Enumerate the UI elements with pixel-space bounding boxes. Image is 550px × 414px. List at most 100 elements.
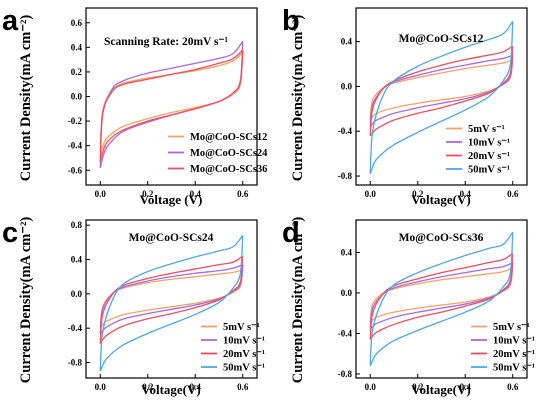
y-axis-label: Current Density(mA cm⁻²) (18, 15, 34, 182)
cv-curve-anodic (369, 45, 514, 136)
panel-letter: a (2, 5, 19, 37)
y-tick-label: -0.4 (338, 126, 353, 136)
cv-curve-cathodic (369, 232, 514, 367)
cv-curve-cathodic (369, 59, 514, 121)
plot-frame (355, 7, 528, 186)
legend: 5mV s⁻¹ 10mV s⁻¹ 20mV s⁻¹ 50mV s⁻¹ (201, 322, 265, 374)
y-tick-label: 0.4 (341, 247, 353, 257)
y-tick-label: -0.2 (68, 116, 83, 126)
x-tick-label: 0.0 (95, 382, 107, 392)
cv-curve-cathodic (369, 54, 514, 128)
cv-curve-anodic (369, 58, 513, 121)
cv-curve-anodic (99, 235, 244, 372)
x-tick-label: 0.4 (190, 189, 202, 199)
chart-title: Mo@CoO-SCs24 (129, 232, 214, 244)
legend-label: 5mV s⁻¹ (493, 322, 530, 333)
legend-label: 20mV s⁻¹ (468, 151, 510, 162)
legend-label: Mo@CoO-SCs12 (190, 132, 267, 143)
chart-title: Mo@CoO-SCs36 (399, 232, 484, 244)
x-tick-label: 0.2 (412, 189, 424, 199)
y-tick-label: -0.4 (68, 141, 83, 151)
x-tick-label: 0.2 (142, 189, 154, 199)
y-axis-label: Current Density(mA cm⁻²) (290, 217, 306, 384)
y-tick-label: -0.4 (68, 323, 83, 333)
cv-curve-cathodic (369, 46, 514, 137)
panel-letter: c (2, 217, 18, 249)
plot-frame (85, 219, 258, 379)
y-tick-label: 0.0 (71, 92, 83, 102)
cv-curve-cathodic (99, 264, 244, 335)
y-axis-label: Current Density(mA cm⁻²) (290, 15, 306, 182)
curves (369, 21, 514, 175)
cv-curve-anodic (369, 252, 514, 340)
cv-curve-cathodic (99, 235, 244, 372)
cv-curve-cathodic (99, 269, 244, 329)
x-tick-label: 0.6 (507, 189, 519, 199)
x-tick-label: 0.0 (365, 189, 377, 199)
legend-label: Mo@CoO-SCs36 (190, 164, 267, 175)
panel-c: 0.0 0.2 0.4 0.6 -0.8 -0.4 0.0 0.4 0.8 c Mo@CoO-SCs… (2, 217, 265, 397)
x-tick-label: 0.6 (237, 382, 249, 392)
y-tick-label: 0.6 (71, 18, 83, 28)
chart-title: Scanning Rate: 20mV s⁻¹ (104, 36, 228, 48)
x-tick-label: 0.0 (365, 382, 377, 392)
x-tick-label: 0.6 (507, 382, 519, 392)
legend-label: 20mV s⁻¹ (493, 349, 535, 360)
y-tick-label: 0.4 (341, 37, 353, 47)
cv-curve-anodic (99, 49, 244, 162)
y-tick-label: 0.2 (71, 67, 83, 77)
x-tick-label: 0.6 (237, 189, 249, 199)
legend: 5mV s⁻¹ 10mV s⁻¹ 20mV s⁻¹ 50mV s⁻¹ (446, 124, 510, 176)
legend-label: 50mV s⁻¹ (223, 363, 265, 374)
y-tick-label: 0.0 (341, 81, 353, 91)
x-tick-label: 0.4 (460, 382, 472, 392)
cv-curve-anodic (99, 264, 243, 335)
cv-curve-anodic (369, 21, 514, 174)
curves (99, 235, 244, 372)
panel-d: 0.0 0.2 0.4 0.6 -0.8 -0.4 0.0 0.4 d Mo@CoO-SCs36 V… (282, 217, 535, 397)
cv-curve-anodic (99, 269, 243, 329)
chart-title: Mo@CoO-SCs12 (399, 33, 484, 45)
cv-curve-cathodic (369, 262, 514, 330)
legend: 5mV s⁻¹ 10mV s⁻¹ 20mV s⁻¹ 50mV s⁻¹ (471, 322, 535, 374)
cv-curve-anodic (369, 261, 514, 330)
cv-curve-anodic (369, 267, 514, 323)
y-tick-label: -0.8 (338, 369, 353, 379)
legend-label: 5mV s⁻¹ (468, 124, 505, 135)
x-tick-label: 0.2 (142, 382, 154, 392)
cv-curve-cathodic (99, 49, 244, 162)
x-axis-label: Voltage(V) (141, 382, 200, 397)
cv-curve-anodic (369, 54, 513, 127)
legend-label: 50mV s⁻¹ (468, 165, 510, 176)
y-tick-label: -0.6 (68, 165, 83, 175)
panel-letter: d (282, 217, 300, 249)
cv-curve-cathodic (369, 253, 514, 340)
legend-label: 10mV s⁻¹ (223, 336, 265, 347)
legend-label: 10mV s⁻¹ (468, 138, 510, 149)
y-axis-label: Current Density(mA cm⁻²) (18, 217, 34, 384)
cv-curve-cathodic (369, 267, 514, 323)
y-tick-label: -0.4 (338, 328, 353, 338)
legend-label: Mo@CoO-SCs24 (190, 148, 268, 159)
cv-curve-anodic (369, 231, 514, 366)
cv-curve-cathodic (99, 256, 244, 345)
panel-letter: b (282, 5, 300, 37)
y-tick-label: 0.0 (341, 288, 353, 298)
cv-curve-cathodic (369, 21, 514, 175)
plot-frame (355, 219, 528, 379)
y-tick-label: 0.0 (71, 289, 83, 299)
x-tick-label: 0.4 (190, 382, 202, 392)
y-tick-label: -0.8 (338, 171, 353, 181)
y-tick-label: 0.4 (71, 42, 83, 52)
cv-curve-anodic (99, 255, 244, 344)
x-axis-label: Voltage(V) (411, 192, 470, 207)
y-tick-label: 0.4 (71, 255, 83, 265)
curves (369, 231, 514, 367)
x-tick-label: 0.2 (412, 382, 424, 392)
legend: Mo@CoO-SCs12 Mo@CoO-SCs24 Mo@CoO-SCs36 (168, 132, 268, 175)
legend-label: 10mV s⁻¹ (493, 336, 535, 347)
x-tick-label: 0.0 (95, 189, 107, 199)
x-axis-label: Voltage (V) (140, 192, 203, 207)
panel-a: 0.0 0.2 0.4 0.6 -0.6 -0.4 -0.2 0.0 0.2 0.4 0.6 a Sca… (2, 5, 268, 207)
